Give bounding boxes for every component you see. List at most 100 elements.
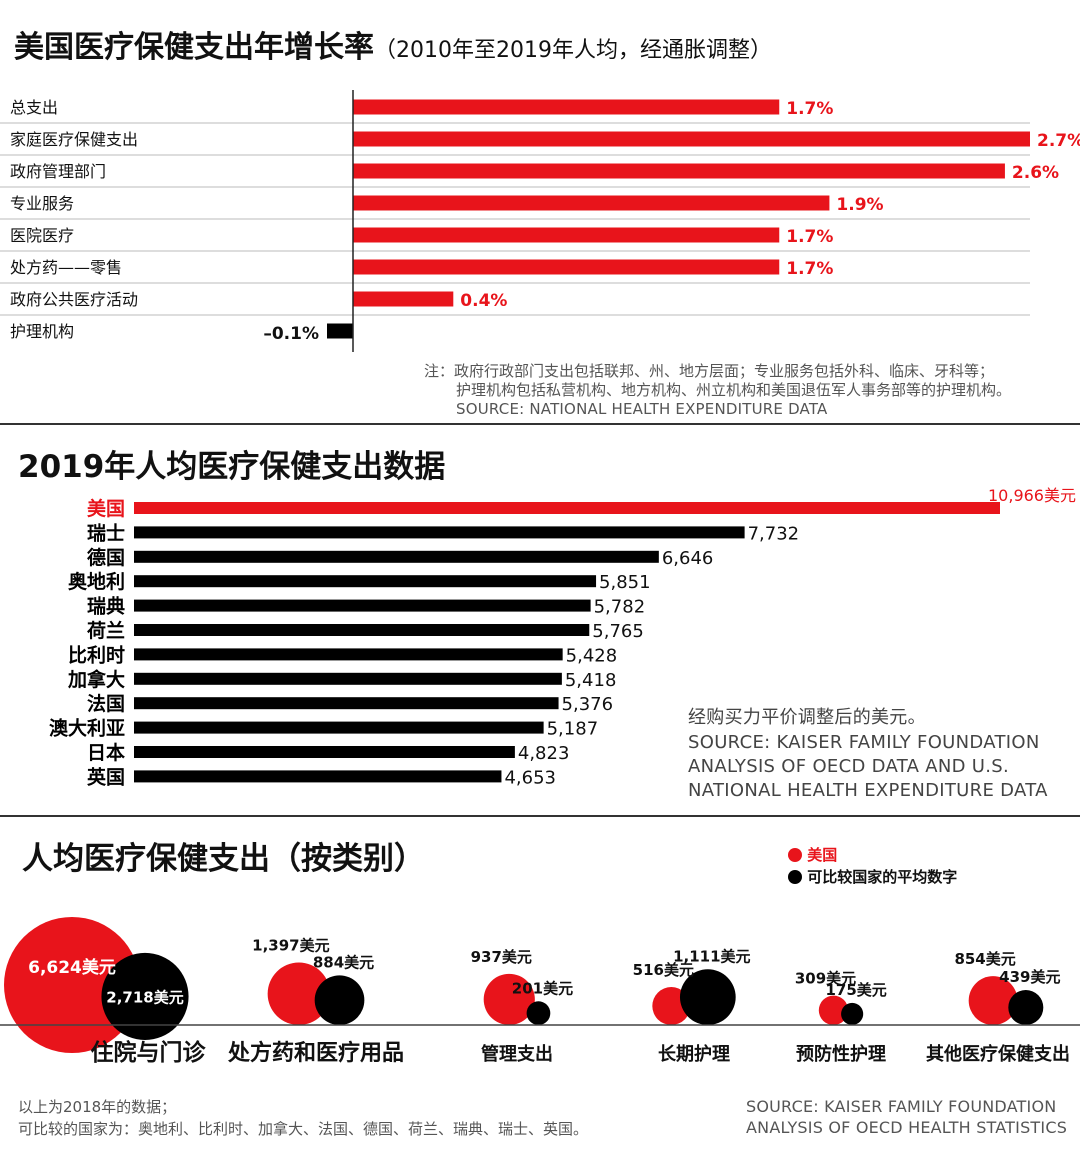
bar — [134, 770, 502, 783]
value-label: 6,646 — [662, 548, 714, 569]
value-label: 5,428 — [566, 645, 618, 666]
bar — [353, 291, 454, 307]
bar — [134, 599, 591, 612]
section-divider-1 — [0, 423, 1080, 425]
value-label-average: 1,111美元 — [673, 947, 750, 965]
country-label: 日本 — [87, 741, 125, 764]
bubble-average — [314, 975, 365, 1025]
category-label: 专业服务 — [10, 194, 74, 213]
chart3-source-line-2: ANALYSIS OF OECD HEALTH STATISTICS — [746, 1118, 1068, 1137]
value-label: 2.7% — [1037, 131, 1080, 151]
country-label: 瑞士 — [87, 521, 125, 544]
value-label: 1.7% — [786, 227, 833, 247]
value-label: 1.9% — [836, 195, 883, 215]
chart1-note-line-2: 护理机构包括私营机构、地方机构、州立机构和美国退伍军人事务部等的护理机构。 — [456, 381, 1012, 399]
chart2-note: 经购买力平价调整后的美元。 — [688, 707, 926, 728]
value-label: 5,765 — [592, 621, 644, 642]
bubble-average — [101, 952, 189, 1040]
category-label: 处方药——零售 — [10, 258, 122, 277]
value-label: 10,966美元 — [988, 486, 1076, 505]
bubble-us — [968, 976, 1018, 1025]
footnote-line-2: 可比较的国家为：奥地利、比利时、加拿大、法国、德国、荷兰、瑞典、瑞士、英国。 — [18, 1120, 589, 1138]
section-divider-2 — [0, 815, 1080, 817]
country-label: 荷兰 — [87, 619, 125, 642]
chart1-source: SOURCE: NATIONAL HEALTH EXPENDITURE DATA — [456, 400, 828, 418]
bar — [353, 259, 780, 275]
value-label: 7,732 — [748, 523, 800, 544]
bar — [134, 672, 562, 685]
legend-label-us: 美国 — [807, 846, 838, 864]
bar — [353, 195, 830, 211]
bar — [134, 624, 590, 636]
value-label: 4,823 — [518, 743, 570, 764]
value-label-us: 937美元 — [471, 948, 532, 966]
bar — [353, 227, 780, 243]
category-label: 预防性护理 — [796, 1043, 886, 1065]
chart2-source-line-1: SOURCE: KAISER FAMILY FOUNDATION — [688, 732, 1040, 753]
value-label-average: 175美元 — [825, 981, 886, 999]
country-label: 加拿大 — [67, 668, 125, 691]
category-label: 管理支出 — [481, 1043, 553, 1065]
bar — [353, 131, 1030, 147]
bar — [134, 746, 515, 758]
value-label: 4,653 — [504, 767, 556, 788]
country-label: 瑞典 — [87, 595, 125, 618]
footnote-line-1: 以上为2018年的数据； — [18, 1098, 177, 1116]
value-label-us: 6,624美元 — [28, 957, 116, 978]
value-label-average: 884美元 — [313, 953, 374, 971]
category-label: 政府公共医疗活动 — [10, 290, 138, 309]
country-label: 英国 — [87, 765, 125, 788]
value-label-us: 309美元 — [795, 970, 856, 988]
bubble-us — [483, 973, 535, 1025]
bubble-average — [679, 969, 736, 1025]
chart2-source-line-3: NATIONAL HEALTH EXPENDITURE DATA — [688, 780, 1048, 801]
category-label: 总支出 — [10, 98, 58, 117]
country-label: 美国 — [87, 497, 125, 520]
bar — [134, 648, 563, 661]
bubble-us — [267, 962, 331, 1025]
category-label: 长期护理 — [658, 1043, 730, 1065]
country-label: 澳大利亚 — [49, 717, 125, 740]
legend-swatch-average — [788, 870, 802, 884]
chart1-note-line-1: 注：政府行政部门支出包括联邦、州、地方层面；专业服务包括外科、临床、牙科等； — [424, 362, 995, 380]
bar — [327, 323, 353, 339]
chart2-source-line-2: ANALYSIS OF OECD DATA AND U.S. — [688, 756, 1010, 777]
chart3-source-line-1: SOURCE: KAISER FAMILY FOUNDATION — [746, 1097, 1057, 1116]
bubble-average — [526, 1001, 551, 1025]
country-label: 德国 — [87, 546, 125, 569]
value-label: 5,418 — [565, 670, 617, 691]
value-label: 1.7% — [786, 259, 833, 279]
legend-item-us: 美国 — [788, 844, 837, 865]
chart1-subtitle: （2010年至2019年人均，经通胀调整） — [374, 38, 772, 63]
legend-item-average: 可比较国家的平均数字 — [788, 866, 957, 887]
bar — [134, 502, 1000, 514]
legend-label-average: 可比较国家的平均数字 — [807, 868, 958, 886]
bar — [134, 697, 559, 710]
value-label-us: 516美元 — [633, 961, 694, 979]
category-label: 住院与门诊 — [91, 1039, 207, 1066]
bar — [353, 99, 780, 115]
category-label: 处方药和医疗用品 — [227, 1040, 404, 1066]
value-label: 0.4% — [460, 291, 507, 311]
bar — [353, 163, 1005, 179]
category-label: 护理机构 — [10, 322, 74, 341]
chart3-title: 人均医疗保健支出（按类别） — [22, 841, 425, 877]
bubble-average — [1008, 989, 1044, 1025]
value-label: 5,187 — [547, 719, 599, 740]
value-label: 5,782 — [594, 597, 646, 618]
value-label: 5,376 — [562, 694, 614, 715]
chart2-title: 2019年人均医疗保健支出数据 — [18, 449, 446, 485]
value-label-average: 2,718美元 — [106, 988, 183, 1006]
bar — [134, 526, 745, 539]
value-label: –0.1% — [263, 324, 319, 344]
bubble-us — [4, 917, 140, 1053]
value-label: 5,851 — [599, 572, 651, 593]
growth-rate-chart: 总支出 1.7% 家庭医疗保健支出 2.7% 政府管理部门 2.6% 专业服务 1.9% 医院医… — [0, 90, 1080, 352]
value-label: 1.7% — [786, 99, 833, 119]
value-label-us: 1,397美元 — [252, 937, 329, 955]
bar — [134, 550, 659, 563]
bubble-average — [841, 1002, 864, 1025]
country-label: 奥地利 — [68, 570, 125, 593]
